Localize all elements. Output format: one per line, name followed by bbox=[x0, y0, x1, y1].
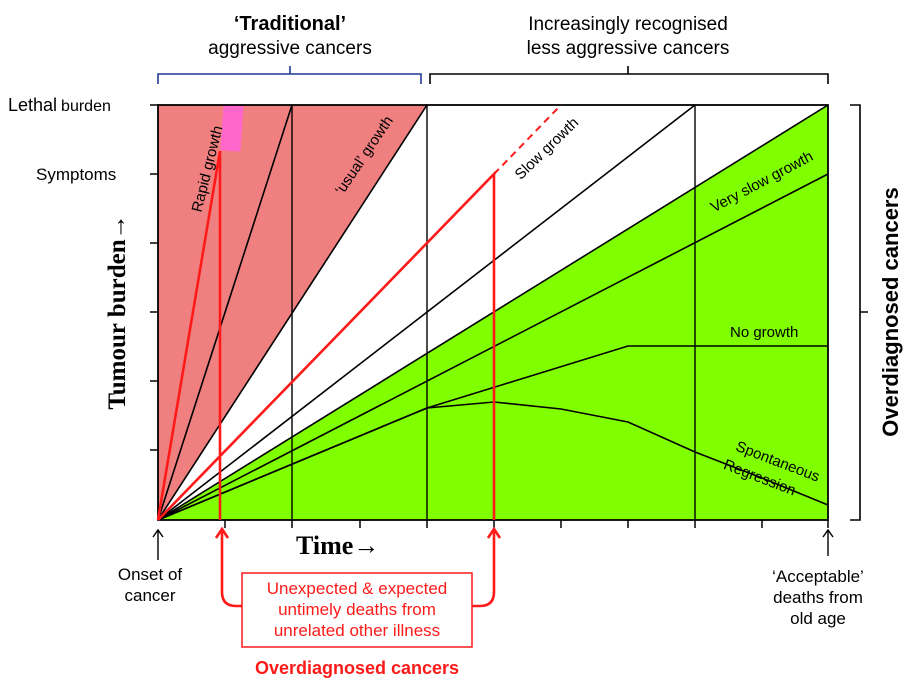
less-aggressive-label: Increasingly recognised bbox=[528, 14, 728, 35]
svg-text:Tumour burden→: Tumour burden→ bbox=[104, 214, 131, 409]
x-axis-ticks bbox=[224, 520, 829, 528]
overdiagnosed-bracket bbox=[850, 104, 868, 521]
lethal-burden-label: Lethal burden bbox=[8, 95, 111, 115]
overdiagnosed-side-label: Overdiagnosed cancers bbox=[878, 187, 903, 436]
onset-label-line1: Onset of bbox=[118, 565, 183, 584]
symptoms-label: Symptoms bbox=[36, 165, 116, 184]
rapid-growth-death-line bbox=[156, 150, 222, 521]
pink-lethal-marker bbox=[220, 104, 244, 152]
rapid-growth-line bbox=[157, 104, 293, 521]
less-aggressive-bracket bbox=[429, 66, 829, 84]
red-highlight-lines bbox=[156, 104, 562, 521]
red-arrow-right bbox=[472, 530, 496, 608]
traditional-sublabel: aggressive cancers bbox=[208, 38, 372, 59]
untimely-deaths-box bbox=[241, 572, 473, 648]
onset-label-line2: cancer bbox=[124, 586, 175, 605]
svg-text:Overdiagnosed cancers: Overdiagnosed cancers bbox=[878, 187, 903, 436]
x-axis-label: Time→ bbox=[296, 531, 379, 560]
traditional-bracket bbox=[157, 66, 422, 84]
overdiagnosed-bottom-label: Overdiagnosed cancers bbox=[255, 658, 459, 678]
box-line-3: unrelated other illness bbox=[274, 621, 440, 640]
red-arrows bbox=[214, 526, 502, 608]
red-arrow-left bbox=[220, 530, 242, 608]
traditional-label: ‘Traditional’ bbox=[234, 13, 346, 35]
slow-growth-line bbox=[157, 104, 696, 521]
slow-growth-dashed-extension bbox=[493, 104, 562, 175]
acceptable-arrow bbox=[822, 528, 834, 556]
y-axis-label: Tumour burden→ bbox=[104, 214, 131, 409]
y-axis-ticks bbox=[150, 104, 158, 451]
regression-line bbox=[157, 401, 829, 521]
usual-growth-line bbox=[157, 104, 428, 521]
box-line-1: Unexpected & expected bbox=[267, 579, 448, 598]
box-line-2: untimely deaths from bbox=[278, 600, 436, 619]
acceptable-label-line1: ‘Acceptable’ bbox=[772, 567, 864, 586]
acceptable-label-line3: old age bbox=[790, 609, 846, 628]
acceptable-label-line2: deaths from bbox=[773, 588, 863, 607]
no-growth-label: No growth bbox=[730, 324, 798, 341]
less-aggressive-sublabel: less aggressive cancers bbox=[527, 38, 730, 59]
onset-arrow bbox=[152, 528, 164, 560]
